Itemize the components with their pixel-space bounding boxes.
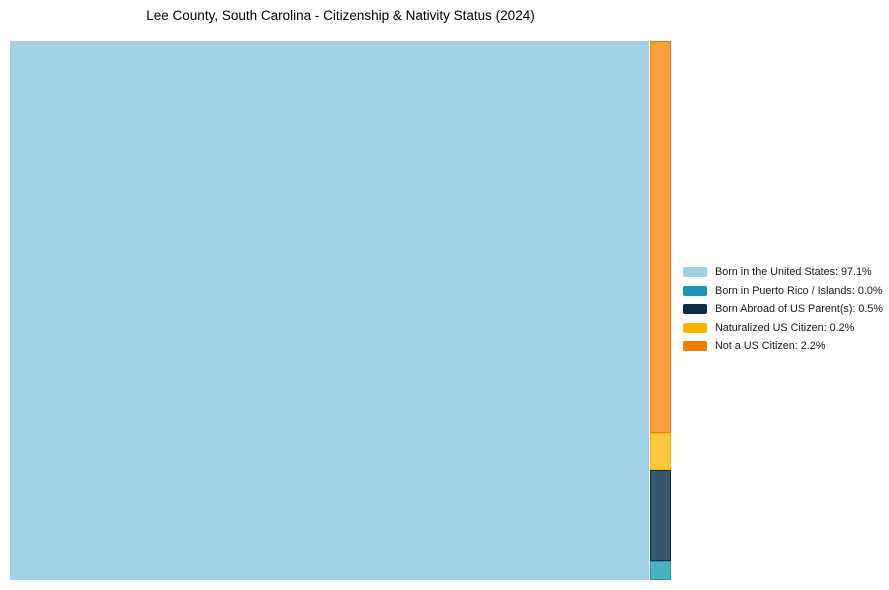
legend-label: Born in the United States: 97.1% xyxy=(715,266,872,278)
legend-item-born-in-the-united-states[interactable]: Born in the United States: 97.1% xyxy=(683,266,883,278)
chart-title: Lee County, South Carolina - Citizenship… xyxy=(146,8,535,23)
treemap-tile-not-a-us-citizen[interactable] xyxy=(650,41,671,433)
legend-label: Born Abroad of US Parent(s): 0.5% xyxy=(715,303,884,315)
legend-item-born-in-puerto-rico-islands[interactable]: Born in Puerto Rico / Islands: 0.0% xyxy=(683,285,883,297)
legend-swatch xyxy=(683,304,707,314)
legend-label: Naturalized US Citizen: 0.2% xyxy=(715,321,855,334)
legend-swatch xyxy=(683,341,707,351)
treemap-tile-born-in-puerto-rico-islands[interactable] xyxy=(650,561,671,581)
legend-item-not-a-us-citizen[interactable]: Not a US Citizen: 2.2% xyxy=(683,340,883,352)
treemap-small-column xyxy=(650,41,671,581)
legend-swatch xyxy=(683,267,707,277)
legend-swatch xyxy=(683,322,707,333)
legend-swatch xyxy=(683,285,707,296)
legend-label: Born in Puerto Rico / Islands: 0.0% xyxy=(715,284,883,297)
treemap-tile-born-in-the-united-states[interactable] xyxy=(10,41,649,580)
legend: Born in the United States: 97.1% Born in… xyxy=(683,266,883,352)
legend-item-born-abroad-of-us-parent-s[interactable]: Born Abroad of US Parent(s): 0.5% xyxy=(683,303,883,315)
legend-label: Not a US Citizen: 2.2% xyxy=(715,340,826,352)
treemap-tile-born-abroad-of-us-parent-s[interactable] xyxy=(650,470,671,562)
treemap-tile-naturalized-us-citizen[interactable] xyxy=(650,432,671,471)
treemap-plot xyxy=(10,41,671,581)
legend-item-naturalized-us-citizen[interactable]: Naturalized US Citizen: 0.2% xyxy=(683,322,883,334)
